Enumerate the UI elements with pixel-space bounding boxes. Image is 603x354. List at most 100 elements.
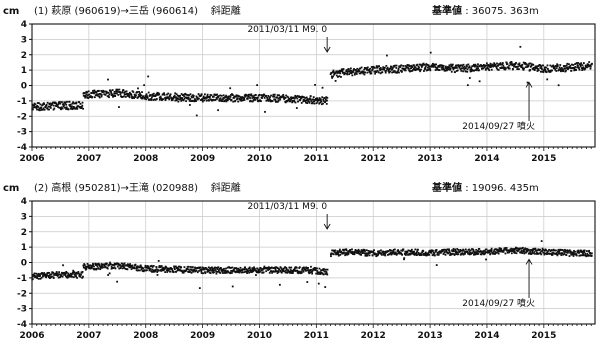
data-point xyxy=(355,71,358,73)
data-point xyxy=(406,250,409,253)
data-point xyxy=(352,253,354,255)
data-point xyxy=(448,250,451,252)
data-point xyxy=(59,102,62,105)
data-point xyxy=(84,267,87,270)
data-point xyxy=(263,97,266,99)
data-point xyxy=(469,252,472,254)
data-point xyxy=(270,266,273,269)
data-point xyxy=(484,252,486,255)
data-point xyxy=(96,265,99,267)
data-point xyxy=(454,248,457,251)
data-point xyxy=(380,252,383,255)
data-point xyxy=(50,104,53,106)
data-point xyxy=(31,275,34,278)
y-tick-label: 3 xyxy=(21,212,27,222)
data-point xyxy=(295,96,298,99)
data-point xyxy=(403,258,405,261)
data-point xyxy=(480,253,483,256)
data-point xyxy=(318,267,321,270)
data-point xyxy=(85,95,87,98)
data-point xyxy=(251,267,254,270)
data-point xyxy=(336,71,339,74)
data-point xyxy=(516,68,519,71)
data-point xyxy=(57,276,60,279)
data-point xyxy=(332,71,335,73)
data-point xyxy=(71,275,73,278)
data-point xyxy=(253,96,256,99)
data-point xyxy=(378,250,381,253)
data-point xyxy=(191,269,194,272)
data-point xyxy=(62,272,65,274)
data-point xyxy=(456,69,459,72)
data-point xyxy=(131,90,134,93)
data-point xyxy=(324,98,327,101)
data-point xyxy=(405,250,408,253)
data-point xyxy=(392,71,395,73)
data-point xyxy=(487,64,490,67)
data-point xyxy=(441,64,444,67)
data-point xyxy=(305,99,308,102)
baseline-label: 基準値 xyxy=(432,183,462,194)
data-point xyxy=(68,100,71,103)
data-point xyxy=(59,276,62,278)
data-point xyxy=(371,69,373,72)
data-point xyxy=(555,249,557,252)
data-point xyxy=(513,251,516,254)
data-point xyxy=(74,274,77,277)
data-point xyxy=(39,274,41,277)
data-point xyxy=(435,67,438,69)
data-point xyxy=(89,95,92,98)
data-point xyxy=(106,262,108,265)
data-point xyxy=(300,271,303,274)
data-point xyxy=(433,63,436,66)
data-point xyxy=(209,267,211,270)
data-point xyxy=(311,272,314,275)
data-point xyxy=(144,264,147,267)
y-tick-label: -4 xyxy=(17,320,27,330)
data-point xyxy=(246,272,248,274)
data-point xyxy=(468,250,471,253)
data-point xyxy=(468,253,471,256)
data-point xyxy=(236,94,239,97)
data-point xyxy=(530,253,533,255)
y-tick-label: -4 xyxy=(17,143,27,153)
data-point xyxy=(219,94,222,97)
data-series xyxy=(31,45,593,117)
data-point xyxy=(31,108,34,111)
data-point xyxy=(448,64,451,67)
data-point xyxy=(42,108,44,111)
data-point xyxy=(282,95,285,98)
data-point xyxy=(512,248,515,250)
data-point xyxy=(293,99,296,102)
data-point xyxy=(138,90,140,93)
data-point xyxy=(356,67,359,70)
data-point xyxy=(58,101,60,104)
data-point xyxy=(220,99,223,101)
data-point xyxy=(414,248,417,251)
data-point xyxy=(525,251,527,254)
data-point xyxy=(175,265,177,268)
data-point xyxy=(551,253,554,256)
data-point xyxy=(359,251,362,254)
data-point xyxy=(387,253,389,256)
data-point xyxy=(58,273,61,276)
data-point xyxy=(578,63,581,66)
data-point xyxy=(130,94,133,97)
data-point xyxy=(202,268,205,271)
data-point xyxy=(233,269,235,271)
annotation-label: 2014/09/27 噴火 xyxy=(462,120,535,132)
data-point xyxy=(79,275,82,278)
data-point xyxy=(60,274,63,277)
data-point xyxy=(410,250,413,252)
data-point xyxy=(395,67,398,69)
data-point xyxy=(397,249,399,252)
data-point xyxy=(58,271,61,274)
data-point xyxy=(489,62,492,65)
data-point xyxy=(256,267,259,270)
data-point xyxy=(255,271,258,274)
data-point xyxy=(124,95,127,98)
data-point xyxy=(123,91,126,94)
data-point xyxy=(65,275,67,278)
data-point xyxy=(388,253,391,256)
data-point xyxy=(58,106,61,109)
